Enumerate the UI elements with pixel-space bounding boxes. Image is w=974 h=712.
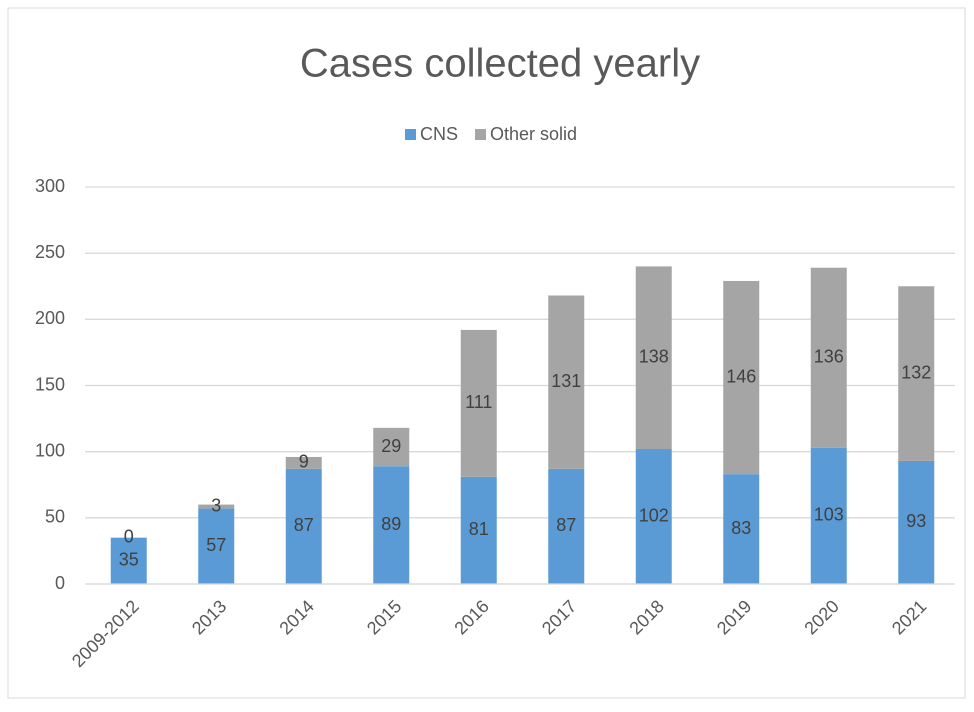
data-label: 111 [465,392,492,412]
bar-segment [810,267,847,448]
data-label: 136 [814,346,844,366]
bar-segment [373,466,410,584]
data-label: 89 [381,514,401,534]
chart-title: Cases collected yearly [300,42,700,86]
bar-segment [285,456,322,469]
bar-segment [198,508,235,584]
y-tick-label: 250 [35,242,65,262]
legend-label: Other solid [490,124,577,144]
data-label: 9 [299,452,309,472]
y-tick-label: 0 [55,573,65,593]
data-label: 35 [119,550,139,570]
bar-segment [198,504,235,509]
y-tick-label: 300 [35,176,65,196]
data-label: 146 [726,366,756,386]
data-label: 57 [206,535,226,555]
bar-segment [548,295,585,469]
y-tick-label: 50 [45,507,65,527]
bar-segment [635,266,672,450]
data-label: 93 [906,511,926,531]
bar-segment [898,460,935,584]
data-label: 81 [469,519,489,539]
bar-segment [635,449,672,584]
y-tick-label: 150 [35,374,65,394]
data-label: 87 [556,515,576,535]
y-tick-label: 100 [35,440,65,460]
bar-segment [810,447,847,584]
legend-swatch [475,129,487,140]
bar-segment [460,329,497,477]
bar-segment [110,537,147,584]
legend-label: CNS [420,124,458,144]
data-label: 87 [294,515,314,535]
data-label: 3 [211,495,221,515]
bar-segment [723,474,760,584]
bar-segment [723,280,760,475]
data-label: 83 [731,518,751,538]
data-label: 138 [639,346,669,366]
bar-segment [373,427,410,467]
legend-swatch [405,129,416,140]
bar-segment [460,476,497,584]
data-label: 102 [639,505,669,525]
bar-segment [898,286,935,461]
data-label: 132 [901,362,931,382]
data-label: 29 [381,436,401,456]
y-tick-label: 200 [35,308,65,328]
data-label: 0 [124,526,134,546]
data-label: 131 [551,371,581,391]
bar-segment [285,468,322,584]
bar-segment [548,468,585,584]
data-label: 103 [814,505,844,525]
